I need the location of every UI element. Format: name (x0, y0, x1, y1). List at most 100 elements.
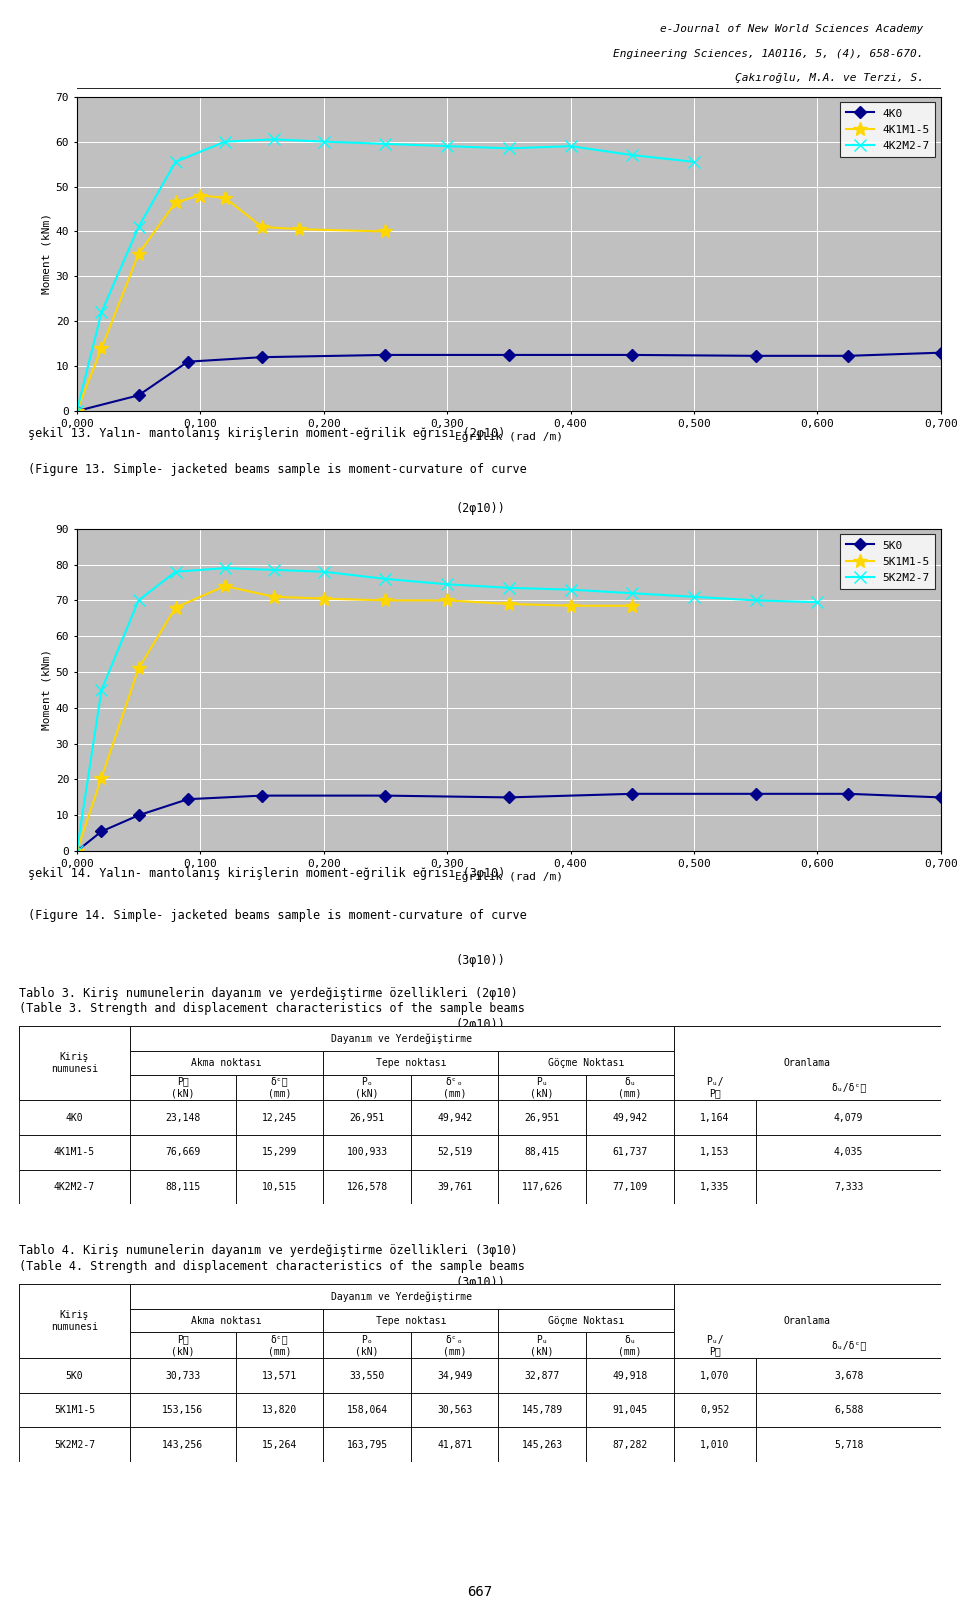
Text: 12,245: 12,245 (262, 1112, 298, 1122)
Text: 1,070: 1,070 (701, 1370, 730, 1380)
Bar (19, 1428, 130, 1462)
Text: 1,335: 1,335 (701, 1182, 730, 1191)
Text: δᶜᵧ
(mm): δᶜᵧ (mm) (268, 1077, 291, 1098)
Text: Oranlama: Oranlama (783, 1315, 830, 1327)
Bar (674, 1333, 756, 1359)
Text: 6,588: 6,588 (834, 1406, 863, 1415)
Bar (411, 1135, 498, 1170)
Text: 88,115: 88,115 (165, 1182, 201, 1191)
Bar (324, 1101, 411, 1135)
Text: 30,733: 30,733 (165, 1370, 201, 1380)
Text: Pᵧ
(kN): Pᵧ (kN) (171, 1335, 195, 1356)
Text: 41,871: 41,871 (437, 1440, 472, 1449)
Bar (756, 1101, 941, 1135)
Text: 1,164: 1,164 (701, 1112, 730, 1122)
Bar (498, 1051, 674, 1075)
Bar (324, 1025, 411, 1051)
Bar (586, 1333, 674, 1359)
Bar (498, 1359, 586, 1393)
Bar (756, 1025, 941, 1051)
Text: Dayanım ve Yerdeğiştirme: Dayanım ve Yerdeğiştirme (331, 1033, 472, 1045)
Text: 5,718: 5,718 (834, 1440, 863, 1449)
Bar (324, 1428, 411, 1462)
Bar (674, 1393, 756, 1428)
Text: şekil 13. Yalın- mantolanış kirişlerin moment-eğrilik eğrisi (2φ10): şekil 13. Yalın- mantolanış kirişlerin m… (29, 427, 506, 440)
Bar (324, 1051, 498, 1075)
Legend: 4K0, 4K1M1-5, 4K2M2-7: 4K0, 4K1M1-5, 4K2M2-7 (840, 102, 935, 156)
Text: 76,669: 76,669 (165, 1148, 201, 1157)
Bar (130, 1025, 236, 1051)
Text: 32,877: 32,877 (524, 1370, 560, 1380)
Text: Pₒ
(kN): Pₒ (kN) (355, 1077, 379, 1098)
Bar (236, 1428, 324, 1462)
Bar (324, 1393, 411, 1428)
Bar (324, 1051, 411, 1075)
Bar (130, 1359, 236, 1393)
Text: δᵤ
(mm): δᵤ (mm) (618, 1077, 641, 1098)
Bar (674, 1170, 756, 1204)
Text: 39,761: 39,761 (437, 1182, 472, 1191)
Text: δᶜᵧ
(mm): δᶜᵧ (mm) (268, 1335, 291, 1356)
Text: 26,951: 26,951 (349, 1112, 385, 1122)
Bar (674, 1283, 756, 1309)
Bar (756, 1075, 941, 1101)
Bar (498, 1170, 586, 1204)
Bar (324, 1309, 411, 1333)
Bar (130, 1333, 236, 1359)
Bar (586, 1025, 674, 1051)
Bar (19, 1393, 130, 1428)
Text: 26,951: 26,951 (524, 1112, 560, 1122)
Text: 5K2M2-7: 5K2M2-7 (54, 1440, 95, 1449)
Bar (411, 1075, 498, 1101)
Text: 3,678: 3,678 (834, 1370, 863, 1380)
Bar (756, 1170, 941, 1204)
Bar (498, 1309, 674, 1333)
Text: 145,263: 145,263 (521, 1440, 563, 1449)
Text: 153,156: 153,156 (162, 1406, 204, 1415)
Text: 4K2M2-7: 4K2M2-7 (54, 1182, 95, 1191)
Text: Göçme Noktası: Göçme Noktası (548, 1315, 624, 1327)
Text: Tablo 3. Kiriş numunelerin dayanım ve yerdeğiştirme özellikleri (2φ10): Tablo 3. Kiriş numunelerin dayanım ve ye… (19, 987, 518, 999)
Bar (411, 1359, 498, 1393)
Text: 15,264: 15,264 (262, 1440, 298, 1449)
Bar (411, 1101, 498, 1135)
Text: 4,079: 4,079 (834, 1112, 863, 1122)
Bar (586, 1075, 674, 1101)
Bar (411, 1051, 498, 1075)
Text: 126,578: 126,578 (347, 1182, 388, 1191)
Text: Tablo 4. Kiriş numunelerin dayanım ve yerdeğiştirme özellikleri (3φ10): Tablo 4. Kiriş numunelerin dayanım ve ye… (19, 1244, 518, 1257)
Bar (411, 1170, 498, 1204)
Bar (674, 1101, 756, 1135)
Bar (674, 1025, 756, 1051)
Text: Göçme Noktası: Göçme Noktası (548, 1057, 624, 1069)
Y-axis label: Moment (kNm): Moment (kNm) (41, 650, 52, 730)
Bar (586, 1283, 674, 1309)
Bar (130, 1135, 236, 1170)
Text: 49,942: 49,942 (612, 1112, 647, 1122)
Bar (130, 1283, 674, 1309)
Bar (674, 1428, 756, 1462)
Bar (498, 1309, 586, 1333)
Text: 13,820: 13,820 (262, 1406, 298, 1415)
Text: δᶜₒ
(mm): δᶜₒ (mm) (443, 1077, 467, 1098)
X-axis label: Eğrilik (rad /m): Eğrilik (rad /m) (455, 432, 563, 442)
Text: 667: 667 (468, 1585, 492, 1599)
Text: Tepe noktası: Tepe noktası (375, 1057, 446, 1069)
Bar (19, 1170, 130, 1204)
Text: 91,045: 91,045 (612, 1406, 647, 1415)
Bar (236, 1101, 324, 1135)
Text: 33,550: 33,550 (349, 1370, 385, 1380)
Bar (130, 1170, 236, 1204)
Text: (Table 4. Strength and displacement characteristics of the sample beams: (Table 4. Strength and displacement char… (19, 1259, 525, 1273)
Text: 49,918: 49,918 (612, 1370, 647, 1380)
Bar (324, 1283, 411, 1309)
Bar (130, 1309, 236, 1333)
Bar (411, 1025, 498, 1051)
Bar (130, 1283, 236, 1309)
Text: 1,153: 1,153 (701, 1148, 730, 1157)
Legend: 5K0, 5K1M1-5, 5K2M2-7: 5K0, 5K1M1-5, 5K2M2-7 (840, 534, 935, 588)
Text: (Figure 14. Simple- jacketed beams sample is moment-curvature of curve: (Figure 14. Simple- jacketed beams sampl… (29, 909, 527, 922)
Bar (756, 1333, 941, 1359)
Text: (3φ10)): (3φ10)) (455, 1277, 505, 1290)
Bar (756, 1283, 941, 1309)
